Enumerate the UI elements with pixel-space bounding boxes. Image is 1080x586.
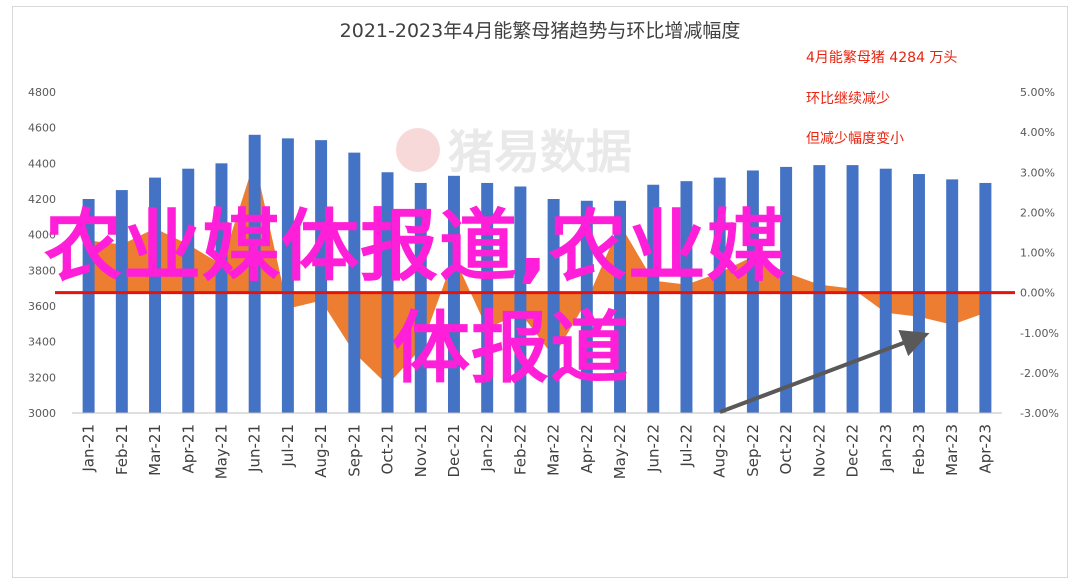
bar-Aug-22 — [713, 177, 726, 413]
y-left-tick-label: 3200 — [28, 371, 56, 384]
y-right-tick-label: 2.00% — [1020, 206, 1055, 219]
bar-Nov-22 — [813, 165, 826, 413]
x-tick-label: Nov-22 — [810, 424, 828, 477]
bar-Jun-22 — [647, 184, 660, 413]
y-left-tick-label: 4000 — [28, 229, 56, 242]
watermark-logo-icon — [396, 128, 440, 172]
mom-change-area — [88, 160, 986, 385]
x-tick-label: Nov-21 — [412, 424, 430, 477]
x-tick-label: Jun-22 — [644, 424, 662, 473]
bar-Apr-21 — [182, 168, 195, 413]
x-tick-label: Jul-21 — [279, 424, 297, 468]
overlay-text-line-1: 农业媒体报道,农业媒 — [44, 202, 786, 292]
x-tick-label: Feb-22 — [511, 424, 529, 475]
y-right-tick-label: 4.00% — [1020, 126, 1055, 139]
bar-Oct-22 — [780, 166, 793, 413]
overlay-text-line-2: 体报道 — [392, 304, 630, 394]
x-tick-label: Apr-23 — [976, 424, 994, 474]
y-right-tick-label: 5.00% — [1020, 86, 1055, 99]
bar-May-21 — [215, 163, 228, 413]
x-tick-label: Sep-21 — [345, 424, 363, 477]
x-tick-label: Dec-22 — [844, 424, 862, 478]
bar-Mar-23 — [946, 179, 959, 413]
annotation-text: 但减少幅度变小 — [806, 131, 904, 147]
bar-Nov-21 — [414, 182, 427, 413]
bar-Jul-21 — [281, 138, 294, 413]
annotation-text: 环比继续减少 — [806, 90, 890, 107]
x-tick-label: Sep-22 — [744, 424, 762, 477]
x-tick-label: Mar-22 — [545, 424, 563, 476]
y-right-tick-label: -2.00% — [1020, 367, 1059, 380]
trend-arrow — [719, 329, 930, 414]
bar-Apr-23 — [979, 182, 992, 413]
x-tick-label: Aug-22 — [711, 424, 729, 478]
bar-Dec-21 — [447, 175, 460, 413]
x-tick-label: Apr-22 — [578, 424, 596, 474]
bar-May-22 — [614, 200, 627, 413]
y-left-tick-label: 3400 — [28, 336, 56, 349]
watermark-text: 猪易数据 — [448, 125, 632, 179]
x-tick-label: Oct-22 — [777, 424, 795, 474]
x-tick-label: Jul-22 — [677, 424, 695, 468]
y-left-tick-label: 3000 — [28, 407, 56, 420]
x-tick-label: Mar-23 — [943, 424, 961, 476]
x-tick-label: Jun-21 — [246, 424, 264, 473]
y-right-tick-label: -3.00% — [1020, 407, 1059, 420]
bar-Jan-23 — [879, 168, 892, 413]
x-tick-label: Feb-21 — [113, 424, 131, 475]
y-right-tick-label: 3.00% — [1020, 166, 1055, 179]
x-tick-label: Oct-21 — [379, 424, 397, 474]
bar-Jan-22 — [481, 182, 494, 413]
x-tick-label: Jan-22 — [478, 424, 496, 473]
bar-Jun-21 — [248, 134, 261, 414]
bar-Apr-22 — [580, 200, 593, 413]
chart-title: 2021-2023年4月能繁母猪趋势与环比增减幅度 — [340, 20, 741, 42]
x-tick-label: Feb-23 — [910, 424, 928, 475]
y-left-tick-label: 4600 — [28, 122, 56, 135]
bar-Mar-22 — [547, 199, 560, 413]
y-left-tick-label: 4800 — [28, 86, 56, 99]
y-right-tick-label: -1.00% — [1020, 327, 1059, 340]
watermark: 猪易数据 — [396, 125, 632, 179]
bar-Dec-22 — [846, 165, 859, 413]
bar-Feb-21 — [115, 190, 128, 413]
y-right-tick-label: 1.00% — [1020, 247, 1055, 260]
x-tick-label: May-21 — [212, 424, 230, 479]
bar-Aug-21 — [315, 140, 328, 413]
y-left-tick-label: 4400 — [28, 157, 56, 170]
x-tick-label: Jan-21 — [80, 424, 98, 473]
y-right-tick-label: 0.00% — [1020, 287, 1055, 300]
y-left-tick-label: 3800 — [28, 264, 56, 277]
bar-Jul-22 — [680, 181, 693, 413]
y-left-tick-label: 4200 — [28, 193, 56, 206]
x-tick-label: May-22 — [611, 424, 629, 479]
x-tick-label: Dec-21 — [445, 424, 463, 478]
x-tick-label: Mar-21 — [146, 424, 164, 476]
x-tick-label: Jan-23 — [877, 424, 895, 473]
x-tick-label: Aug-21 — [312, 424, 330, 478]
bar-Jan-21 — [82, 199, 95, 413]
bar-Mar-21 — [149, 177, 162, 413]
bar-Sep-21 — [348, 152, 361, 413]
y-left-tick-label: 3600 — [28, 300, 56, 313]
x-tick-label: Apr-21 — [179, 424, 197, 474]
bar-Feb-22 — [514, 186, 527, 413]
annotation-text: 4月能繁母猪 4284 万头 — [806, 50, 957, 66]
